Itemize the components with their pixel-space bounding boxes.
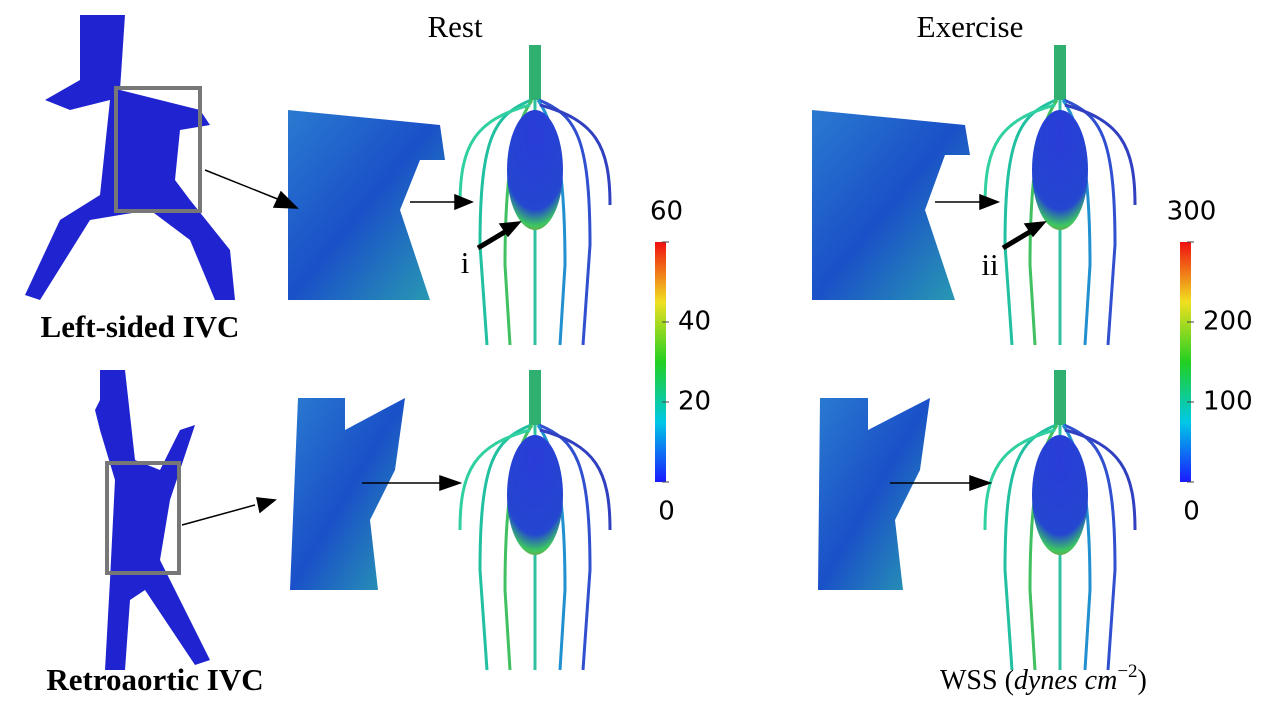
colorbar-label: 300 xyxy=(1167,197,1217,227)
unit-label: WSS (dynes cm−2) xyxy=(940,661,1147,696)
filter-model xyxy=(460,370,610,670)
filter-model xyxy=(460,45,610,345)
filter-model xyxy=(985,45,1135,345)
units: dynes cm xyxy=(1014,665,1117,696)
colorbar-label: 0 xyxy=(658,497,675,527)
filter-model xyxy=(985,370,1135,670)
zoom-view xyxy=(818,398,930,590)
vessel-model xyxy=(95,370,210,670)
row-label: Left-sided IVC xyxy=(41,309,240,344)
colorbar-label: 0 xyxy=(1183,497,1200,527)
annotation: ii xyxy=(981,247,999,282)
zoom-view xyxy=(812,110,970,300)
colorbar xyxy=(655,242,666,482)
colorbar-label: 60 xyxy=(650,197,683,227)
figure: Rest Exercise Left-sided IVC Retroaortic… xyxy=(0,0,1265,703)
row-label: Retroaortic IVC xyxy=(46,662,263,697)
colorbar-label: 40 xyxy=(678,307,711,337)
colorbar-label: 100 xyxy=(1203,387,1253,417)
zoom-view xyxy=(288,110,445,300)
column-title: Rest xyxy=(427,9,483,44)
annotation: i xyxy=(461,245,470,280)
quantity: WSS xyxy=(940,665,998,696)
colorbar-label: 20 xyxy=(678,387,711,417)
column-title: Exercise xyxy=(917,9,1024,44)
colorbar xyxy=(1180,242,1191,482)
exponent: −2 xyxy=(1117,661,1137,682)
vessel-model xyxy=(25,15,235,300)
colorbar-label: 200 xyxy=(1203,307,1253,337)
zoom-view xyxy=(290,398,405,590)
